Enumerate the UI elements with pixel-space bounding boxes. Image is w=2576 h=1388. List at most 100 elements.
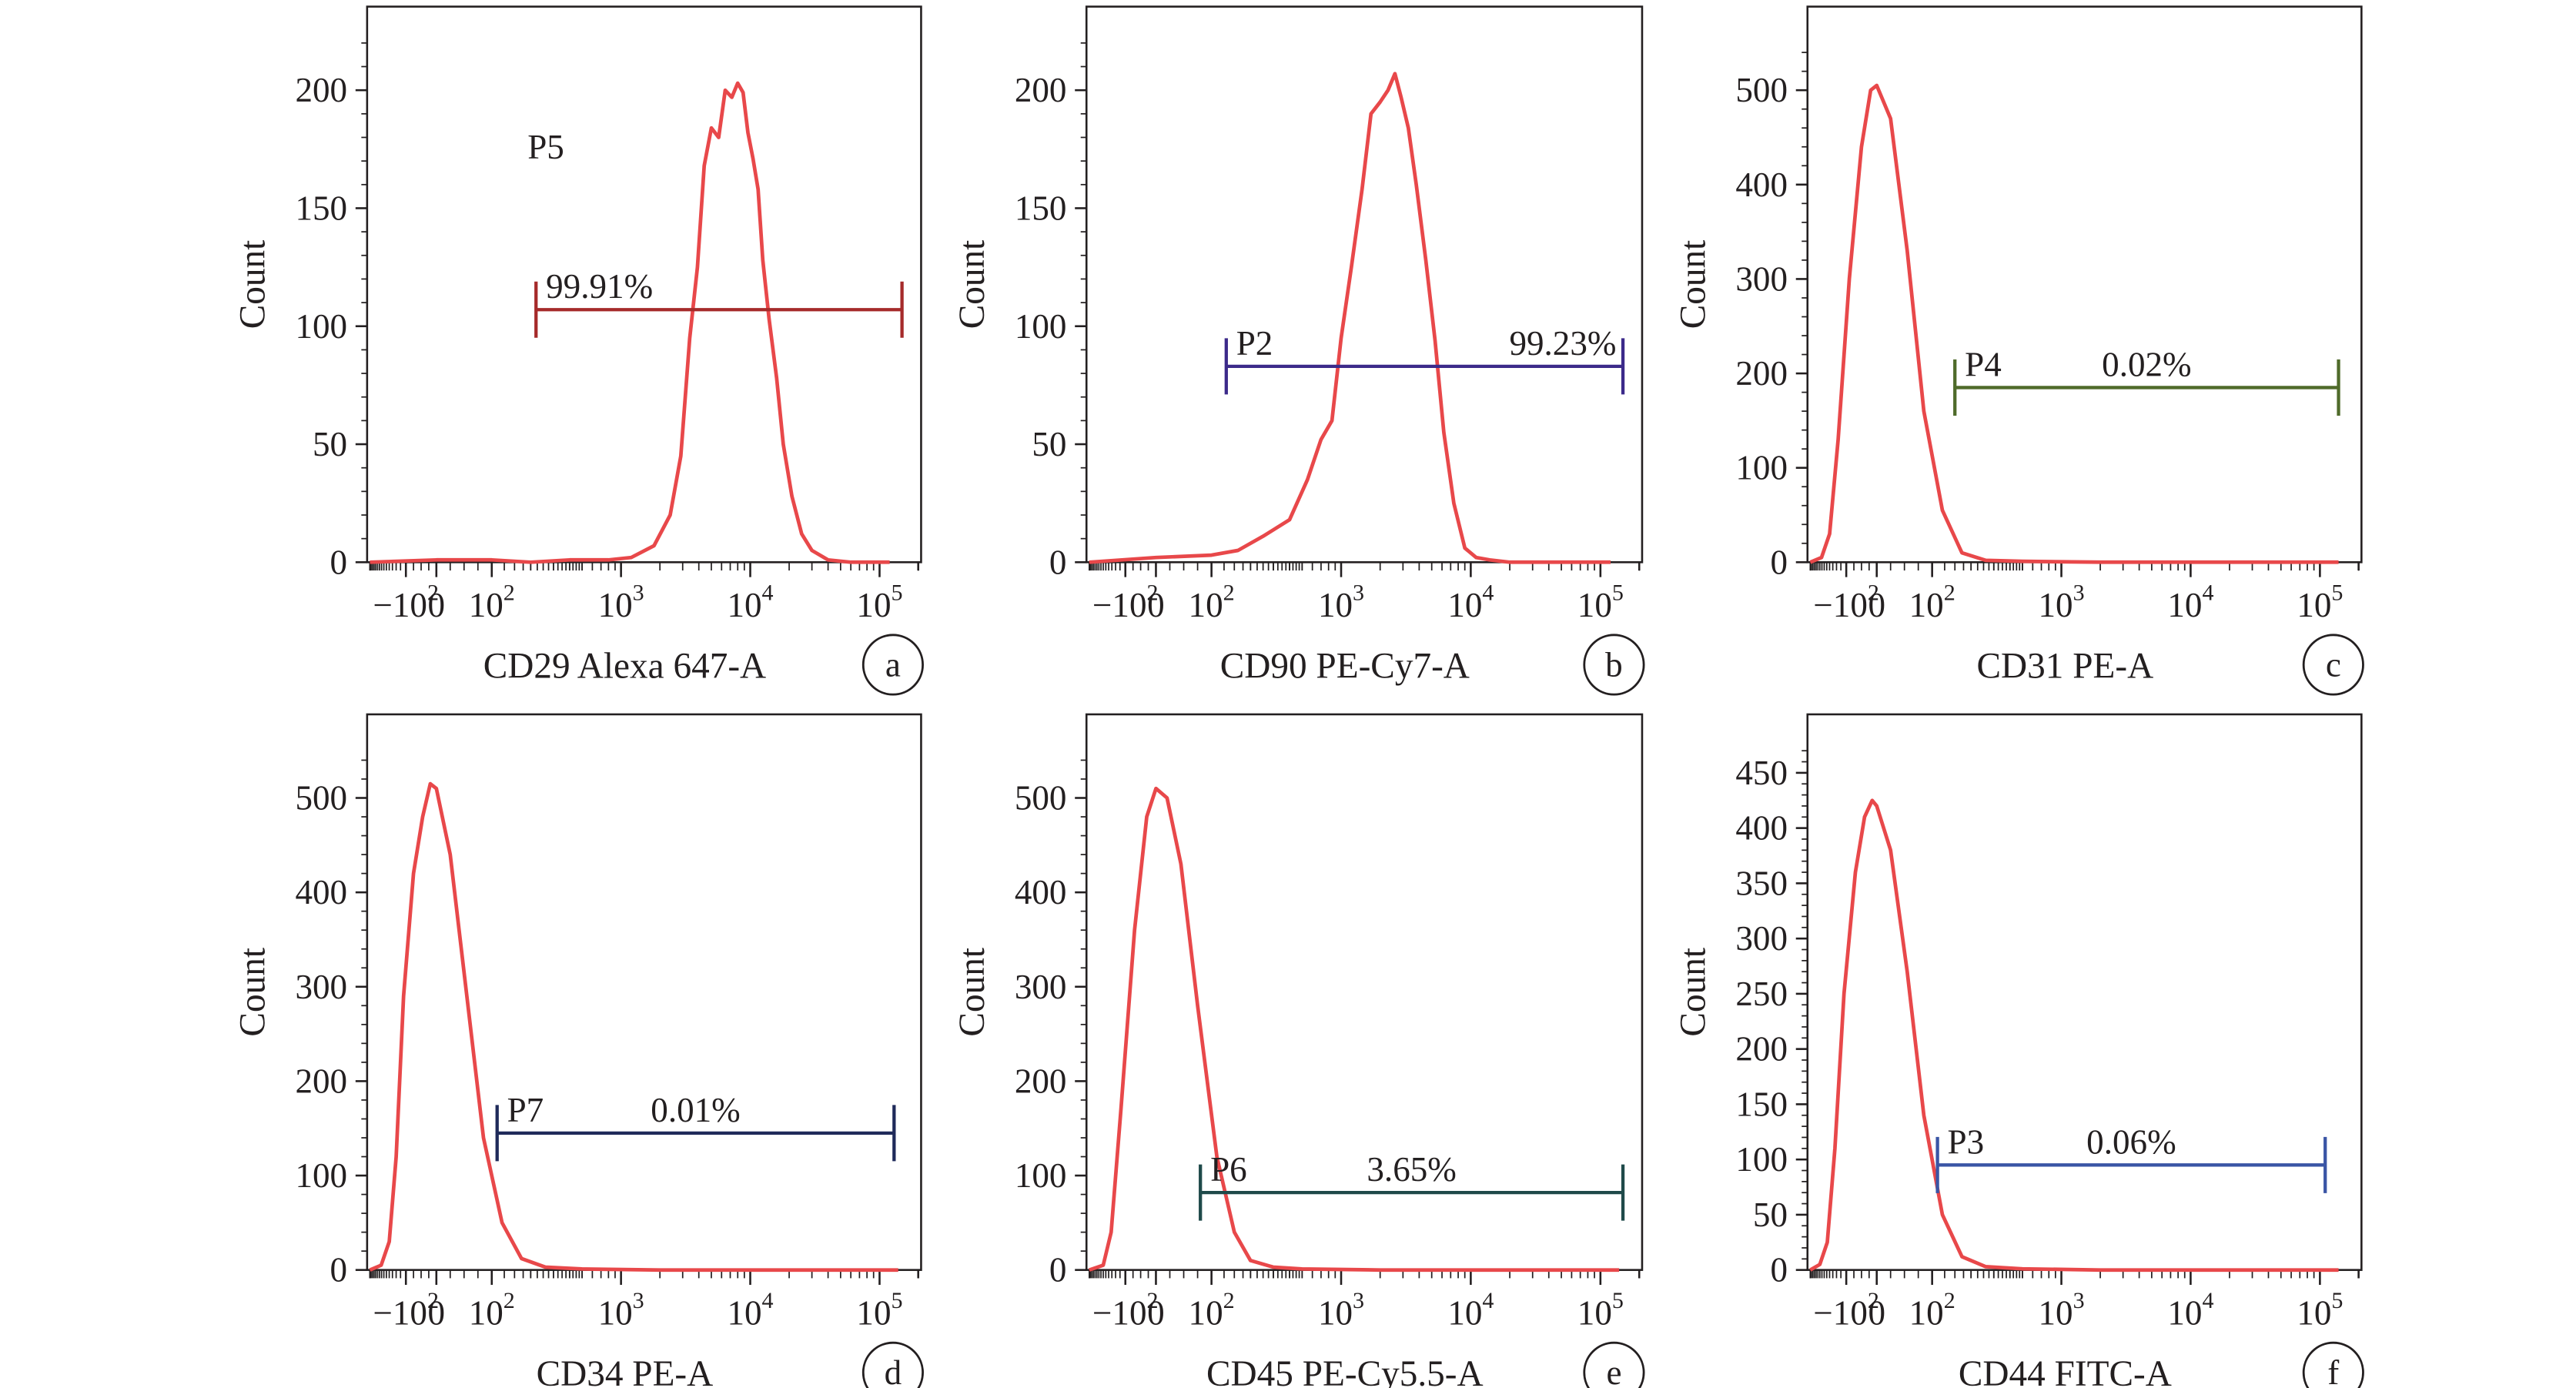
x-tick-exponent: 5: [1612, 1287, 1624, 1313]
x-tick-base: 10: [2167, 586, 2202, 624]
x-tick-label: 105: [856, 580, 902, 624]
gate-percent: 3.65%: [1367, 1150, 1456, 1189]
x-tick-label: 104: [1447, 1287, 1494, 1332]
y-axis-label: Count: [952, 240, 992, 329]
x-tick-base: 10: [1577, 586, 1612, 624]
x-tick-exponent: 5: [891, 580, 902, 606]
x-tick-base: 0: [428, 586, 446, 624]
x-axis-label: CD29 Alexa 647-A: [483, 647, 766, 687]
gate-percent: 99.23%: [1509, 324, 1616, 363]
x-tick-label: 104: [2167, 580, 2213, 624]
x-tick-label: 102: [1909, 580, 1955, 624]
x-tick-base: 10: [2038, 586, 2073, 624]
histogram-line: [1089, 72, 1611, 564]
x-tick-exponent: 2: [503, 1287, 515, 1313]
x-tick-exponent: 3: [1353, 1287, 1364, 1313]
x-tick-label: 105: [2297, 1287, 2343, 1332]
x-tick-label: 105: [2297, 580, 2343, 624]
x-axis-label: CD34 PE-A: [537, 1354, 714, 1388]
x-tick-label: −102: [1092, 1287, 1159, 1332]
y-tick-label: 200: [1735, 354, 1788, 393]
x-tick-label: 103: [1318, 580, 1364, 624]
x-axis-label: CD45 PE-Cy5.5-A: [1206, 1354, 1484, 1388]
panel-label: a: [885, 646, 901, 684]
x-tick-label: 103: [2038, 1287, 2084, 1332]
plot-frame: [1806, 5, 2363, 564]
x-tick-base: 10: [1318, 1294, 1353, 1333]
panel-label-circle: [861, 634, 924, 696]
x-tick-base: 0: [428, 1294, 446, 1333]
x-tick-base: 10: [1447, 1294, 1482, 1333]
x-tick-label: 102: [469, 580, 515, 624]
y-tick-label: 100: [1015, 1156, 1067, 1195]
x-tick-exponent: 2: [1944, 580, 1955, 606]
gate-percent: 0.02%: [2102, 345, 2191, 383]
x-tick-base: 10: [1447, 586, 1482, 624]
panel-label-circle: [2302, 634, 2364, 696]
y-axis-label: Count: [1674, 948, 1714, 1037]
histogram-line: [369, 781, 898, 1273]
y-tick-label: 300: [295, 968, 347, 1006]
x-tick-exponent: 2: [427, 580, 439, 606]
y-tick-label: 50: [313, 425, 347, 463]
x-tick-label: 0: [428, 586, 446, 624]
x-tick-exponent: 2: [1147, 580, 1159, 606]
x-tick-label: 0: [1868, 1294, 1885, 1333]
y-axis-label: Count: [233, 240, 273, 329]
x-tick-base: 10: [1189, 586, 1223, 624]
x-tick-exponent: 2: [1944, 1287, 1955, 1313]
x-tick-label: 0: [1147, 1294, 1165, 1333]
gate-name: P6: [1210, 1150, 1247, 1189]
gate-percent: 0.01%: [651, 1091, 740, 1129]
x-tick-base: 10: [1189, 1294, 1223, 1333]
y-tick-label: 100: [295, 1156, 347, 1195]
y-tick-label: 100: [1735, 1140, 1788, 1179]
x-tick-label: 102: [469, 1287, 515, 1332]
gate-name: P5: [527, 128, 564, 166]
y-tick-label: 0: [1049, 543, 1067, 581]
x-tick-label: 103: [2038, 580, 2084, 624]
y-tick-label: 300: [1735, 259, 1788, 298]
gate-percent: 99.91%: [546, 267, 653, 306]
x-tick-exponent: 2: [1223, 580, 1235, 606]
x-axis-label: CD31 PE-A: [1977, 647, 2154, 687]
panel-label-circle: [1583, 634, 1645, 696]
x-tick-base: 0: [1147, 1294, 1165, 1333]
x-tick-base: −10: [1092, 1294, 1147, 1333]
histogram-line: [1809, 83, 2339, 564]
panel-label: b: [1605, 646, 1623, 684]
y-axis-label: Count: [1674, 240, 1714, 329]
x-tick-exponent: 4: [762, 1287, 774, 1313]
x-tick-base: 10: [598, 586, 633, 624]
x-tick-exponent: 2: [503, 580, 515, 606]
y-tick-label: 500: [1015, 779, 1067, 818]
x-tick-label: 103: [1318, 1287, 1364, 1332]
x-tick-exponent: 4: [2202, 1287, 2213, 1313]
x-tick-base: 10: [2167, 1294, 2202, 1333]
x-tick-base: 10: [727, 586, 761, 624]
histogram-line: [1089, 786, 1620, 1273]
x-tick-exponent: 5: [2331, 1287, 2343, 1313]
panel-label-circle: [2302, 1341, 2364, 1388]
x-tick-base: 0: [1868, 586, 1885, 624]
y-tick-label: 100: [1015, 307, 1067, 346]
x-tick-label: 104: [1447, 580, 1494, 624]
plot-frame: [1085, 5, 1644, 564]
x-tick-base: 10: [469, 1294, 503, 1333]
gate-percent: 0.06%: [2086, 1122, 2176, 1161]
x-tick-exponent: 5: [891, 1287, 902, 1313]
x-tick-base: 10: [469, 586, 503, 624]
x-tick-exponent: 3: [1353, 580, 1364, 606]
x-tick-base: −10: [1813, 1294, 1868, 1333]
x-tick-exponent: 2: [1868, 1287, 1879, 1313]
y-tick-label: 0: [330, 543, 348, 581]
x-tick-label: 104: [727, 1287, 773, 1332]
x-tick-base: −10: [373, 1294, 427, 1333]
x-tick-base: 10: [1318, 586, 1353, 624]
y-tick-label: 50: [1753, 1196, 1788, 1234]
x-tick-label: 103: [598, 1287, 644, 1332]
